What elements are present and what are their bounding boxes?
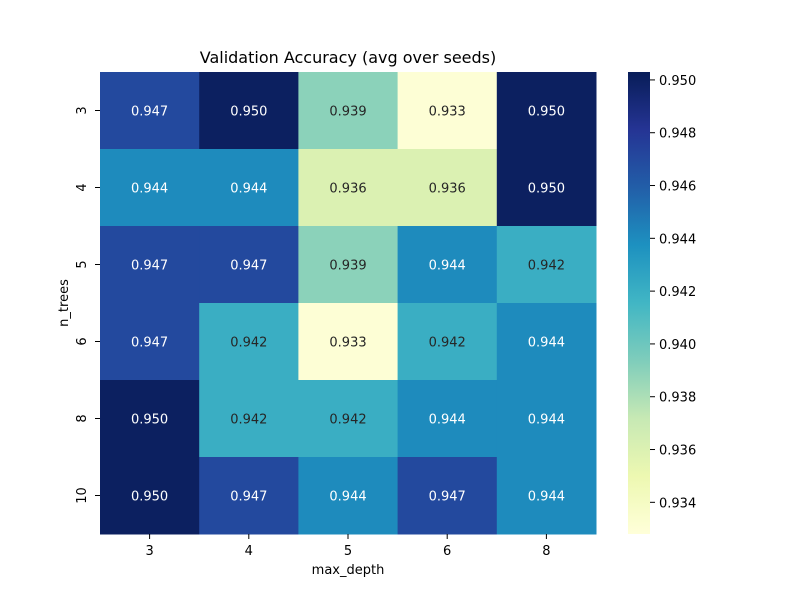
colorbar-ticks: 0.934 0.936 0.938 0.940 0.942 0.944 0.946 0.948… xyxy=(650,74,696,511)
heatmap-cell xyxy=(100,303,200,381)
x-tick-label: 8 xyxy=(542,544,550,559)
heatmap-cell-label: 0.944 xyxy=(528,413,565,428)
heatmap-cell xyxy=(496,149,597,227)
heatmap-cell-label: 0.944 xyxy=(329,490,366,505)
heatmap-cell xyxy=(397,457,498,535)
y-tick-label: 3 xyxy=(75,106,90,114)
y-tick-label: 4 xyxy=(75,183,90,191)
x-axis-label: max_depth xyxy=(312,563,385,578)
heatmap-cell xyxy=(298,226,399,304)
heatmap-cell xyxy=(100,72,200,150)
heatmap-cell-label: 0.944 xyxy=(429,413,466,428)
heatmap-cell-label: 0.942 xyxy=(528,259,565,274)
y-axis-label: n_trees xyxy=(57,279,72,327)
heatmap-cell-label: 0.939 xyxy=(329,105,366,120)
chart-title: Validation Accuracy (avg over seeds) xyxy=(200,48,497,67)
heatmap-cell-label: 0.944 xyxy=(131,182,168,197)
x-tick-label: 4 xyxy=(245,544,253,559)
heatmap-cell xyxy=(397,303,498,381)
heatmap-cell xyxy=(397,72,498,150)
heatmap-cell-label: 0.933 xyxy=(429,105,466,120)
heatmap-cell-label: 0.936 xyxy=(329,182,366,197)
heatmap-cell-label: 0.950 xyxy=(230,105,267,120)
heatmap-cell-label: 0.950 xyxy=(131,413,168,428)
heatmap-cell xyxy=(199,226,299,304)
y-tick-label: 6 xyxy=(75,337,90,345)
heatmap-cell-label: 0.947 xyxy=(131,336,168,351)
heatmap-cell xyxy=(199,457,299,535)
x-axis-ticks: 3 4 5 6 8 xyxy=(145,534,551,559)
heatmap-cell-label: 0.942 xyxy=(230,336,267,351)
x-tick-label: 3 xyxy=(145,544,153,559)
heatmap-cell xyxy=(100,380,200,458)
y-tick-label: 5 xyxy=(75,260,90,268)
heatmap-cell xyxy=(100,457,200,535)
heatmap-cell-label: 0.939 xyxy=(329,259,366,274)
heatmap-cell-label: 0.947 xyxy=(230,259,267,274)
heatmap-cell xyxy=(199,303,299,381)
colorbar-tick-label: 0.934 xyxy=(659,496,696,511)
heatmap-cell-label: 0.944 xyxy=(528,336,565,351)
colorbar-tick-label: 0.940 xyxy=(659,338,696,353)
heatmap-cell xyxy=(496,380,597,458)
heatmap-cells xyxy=(100,72,597,535)
y-axis-ticks: 3 4 5 6 8 10 xyxy=(75,106,100,504)
heatmap-cell-label: 0.947 xyxy=(131,105,168,120)
heatmap-cell xyxy=(298,303,399,381)
heatmap-cell-label: 0.950 xyxy=(131,490,168,505)
colorbar-tick-label: 0.946 xyxy=(659,180,696,195)
heatmap-cell-label: 0.947 xyxy=(131,259,168,274)
heatmap-cell-label: 0.947 xyxy=(429,490,466,505)
heatmap-cell-labels: 0.947 0.950 0.939 0.933 0.950 0.944 0.944 0.936… xyxy=(131,105,565,505)
colorbar-tick-label: 0.936 xyxy=(659,444,696,459)
x-tick-label: 5 xyxy=(344,544,352,559)
heatmap-cell xyxy=(199,149,299,227)
heatmap-cell-label: 0.942 xyxy=(329,413,366,428)
heatmap-cell-label: 0.942 xyxy=(230,413,267,428)
heatmap-cell xyxy=(199,72,299,150)
heatmap-cell xyxy=(496,457,597,535)
heatmap-cell xyxy=(298,380,399,458)
colorbar-tick-label: 0.948 xyxy=(659,127,696,142)
heatmap-cell xyxy=(397,380,498,458)
heatmap-cell-label: 0.944 xyxy=(429,259,466,274)
y-tick-label: 8 xyxy=(75,414,90,422)
heatmap-cell xyxy=(100,149,200,227)
heatmap-cell xyxy=(298,457,399,535)
colorbar-tick-label: 0.942 xyxy=(659,285,696,300)
heatmap-cell-label: 0.947 xyxy=(230,490,267,505)
heatmap-cell-label: 0.936 xyxy=(429,182,466,197)
colorbar-tick-label: 0.938 xyxy=(659,391,696,406)
x-tick-label: 6 xyxy=(443,544,451,559)
heatmap-cell xyxy=(199,380,299,458)
heatmap-cell-label: 0.933 xyxy=(329,336,366,351)
heatmap-cell xyxy=(397,149,498,227)
heatmap-cell xyxy=(298,72,399,150)
heatmap-cell xyxy=(397,226,498,304)
colorbar-tick-label: 0.950 xyxy=(659,74,696,89)
colorbar-tick-label: 0.944 xyxy=(659,232,696,247)
heatmap-cell-label: 0.950 xyxy=(528,105,565,120)
heatmap-cell-label: 0.942 xyxy=(429,336,466,351)
heatmap-cell xyxy=(100,226,200,304)
heatmap-cell-label: 0.944 xyxy=(230,182,267,197)
heatmap-cell-label: 0.950 xyxy=(528,182,565,197)
heatmap-cell xyxy=(496,303,597,381)
colorbar-gradient xyxy=(628,72,650,534)
heatmap-cell xyxy=(298,149,399,227)
colorbar: 0.934 0.936 0.938 0.940 0.942 0.944 0.946 0.948… xyxy=(628,72,696,534)
heatmap-cell xyxy=(496,72,597,150)
y-tick-label: 10 xyxy=(75,487,90,504)
heatmap-cell-label: 0.944 xyxy=(528,490,565,505)
heatmap-cell xyxy=(496,226,597,304)
